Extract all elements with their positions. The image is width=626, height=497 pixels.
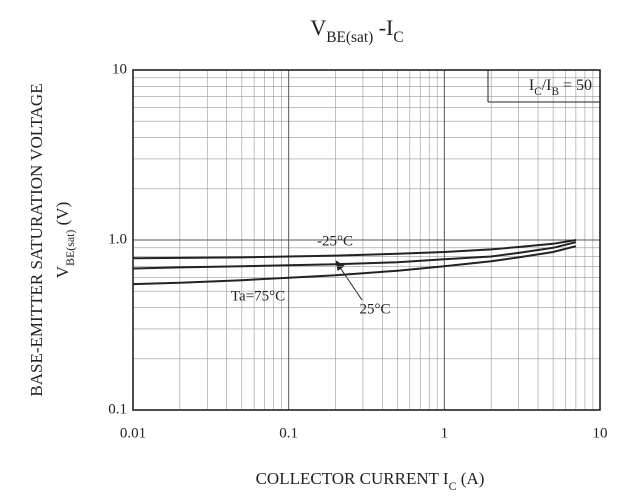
y-axis-label-part: BASE-EMITTER SATURATION VOLTAGE <box>27 83 46 396</box>
x-axis-label: COLLECTOR CURRENT IC (A) <box>256 469 485 493</box>
line-series <box>132 245 577 286</box>
x-axis-label-part: C <box>449 479 457 493</box>
plot-frame <box>132 69 601 411</box>
y-tick-label: 0.1 <box>108 401 127 417</box>
y-axis-label-part: BE(sat) <box>63 230 77 266</box>
chart-title-part: C <box>393 29 403 46</box>
x-axis-label-part: COLLECTOR CURRENT I <box>256 469 449 488</box>
x-tick-label: 1 <box>441 425 449 441</box>
series-label: 25°C <box>359 301 390 317</box>
series-label: -25°C <box>317 233 353 249</box>
arrow <box>338 265 363 301</box>
line-series <box>132 239 577 260</box>
chart-title-part: V <box>310 15 326 40</box>
annotation-part: C <box>534 86 541 98</box>
y-tick-label: 10 <box>112 61 127 77</box>
annotation-part: B <box>552 86 559 98</box>
x-tick-label: 0.01 <box>120 425 146 441</box>
arrows <box>335 259 363 301</box>
line-series <box>132 241 577 270</box>
annotation-part: = 50 <box>559 77 592 94</box>
x-tick-label: 10 <box>593 425 608 441</box>
arrow-head <box>335 259 345 271</box>
y-tick-label: 1.0 <box>108 231 127 247</box>
annotation-part: I <box>529 77 534 94</box>
x-tick-label: 0.1 <box>279 425 298 441</box>
annotation: IC/IB = 50 <box>529 77 592 98</box>
x-axis-label-part: (A) <box>457 469 485 488</box>
y-axis-label: BASE-EMITTER SATURATION VOLTAGE <box>27 83 46 396</box>
chart-title: VBE(sat) -IC <box>310 15 403 46</box>
y-axis-label-part: (V) <box>53 202 72 230</box>
chart-title-part: BE(sat) <box>326 29 373 46</box>
series-label: Ta=75°C <box>231 288 285 304</box>
chart-title-part: -I <box>373 15 393 40</box>
y-axis-label: VBE(sat) (V) <box>53 202 77 278</box>
annotation-part: /I <box>542 77 552 94</box>
y-axis-label-part: V <box>53 265 72 278</box>
